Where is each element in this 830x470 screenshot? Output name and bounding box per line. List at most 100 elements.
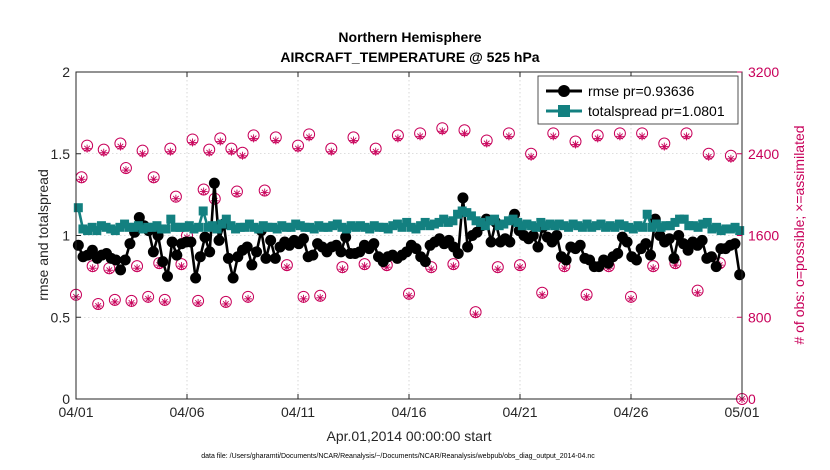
series-point-square bbox=[369, 221, 379, 231]
asterisk-stroke bbox=[694, 289, 701, 296]
obs-assimilated-point bbox=[726, 154, 735, 163]
series-point-circle bbox=[532, 241, 544, 253]
series-point-square bbox=[587, 222, 597, 232]
legend-totalspread-marker bbox=[558, 105, 570, 117]
series-point-square bbox=[517, 221, 527, 231]
series-point-square bbox=[712, 222, 722, 232]
obs-assimilated-point bbox=[560, 264, 569, 273]
series-point-square bbox=[661, 221, 671, 231]
asterisk-stroke bbox=[228, 148, 235, 155]
asterisk-stroke bbox=[416, 133, 424, 140]
obs-assimilated-point bbox=[188, 138, 197, 147]
legend-rmse-label: rmse pr=0.93636 bbox=[588, 83, 694, 99]
obs-assimilated-point bbox=[105, 266, 114, 275]
asterisk-stroke bbox=[95, 302, 102, 310]
series-point-square bbox=[550, 221, 560, 231]
series-point-circle bbox=[147, 246, 159, 258]
series-point-square bbox=[374, 222, 384, 232]
series-point-square bbox=[554, 219, 564, 229]
series-point-circle bbox=[265, 234, 277, 246]
asterisk-stroke bbox=[461, 130, 468, 137]
series-point-circle bbox=[115, 264, 127, 276]
series-point-circle bbox=[452, 247, 464, 259]
series-point-square bbox=[305, 222, 315, 232]
series-point-square bbox=[198, 206, 208, 216]
obs-assimilated-point bbox=[627, 294, 635, 303]
series-point-circle bbox=[190, 272, 202, 284]
obs-assimilated-point bbox=[144, 294, 153, 303]
series-point-square bbox=[152, 221, 162, 231]
series-point-square bbox=[383, 224, 393, 234]
series-point-circle bbox=[551, 230, 563, 241]
obs-count-markers bbox=[70, 122, 748, 405]
obs-assimilated-point bbox=[138, 149, 147, 158]
series-point-square bbox=[328, 221, 338, 231]
series-point-square bbox=[596, 219, 606, 229]
asterisk-stroke bbox=[150, 176, 157, 183]
obs-assimilated-point bbox=[593, 134, 602, 143]
series-point-square bbox=[388, 221, 398, 231]
asterisk-stroke bbox=[200, 188, 207, 195]
legend-rmse-marker bbox=[558, 85, 570, 97]
series-point-square bbox=[244, 219, 254, 229]
obs-assimilated-point bbox=[94, 302, 103, 311]
series-point-square bbox=[203, 222, 213, 232]
series-point-circle bbox=[119, 254, 131, 266]
series-point-circle bbox=[166, 236, 178, 248]
asterisk-stroke bbox=[561, 265, 568, 272]
series-point-square bbox=[573, 221, 583, 231]
series-point-circle bbox=[663, 233, 675, 245]
obs-assimilated-point bbox=[527, 152, 536, 161]
series-point-square bbox=[92, 226, 102, 236]
series-point-square bbox=[110, 226, 120, 236]
obs-assimilated-point bbox=[116, 142, 125, 151]
chart-subtitle: AIRCRAFT_TEMPERATURE @ 525 hPa bbox=[280, 49, 539, 65]
series-point-square bbox=[725, 224, 735, 234]
obs-assimilated-point bbox=[615, 132, 624, 141]
y-tick-label: 0 bbox=[62, 391, 70, 407]
asterisk-stroke bbox=[89, 265, 96, 272]
asterisk-stroke bbox=[261, 189, 268, 196]
asterisk-stroke bbox=[594, 135, 601, 142]
y2-tick-label: 2400 bbox=[748, 146, 779, 162]
series-point-circle bbox=[157, 256, 169, 268]
series-point-square bbox=[577, 222, 587, 232]
series-point-square bbox=[217, 219, 227, 229]
asterisk-stroke bbox=[189, 139, 196, 146]
asterisk-stroke bbox=[661, 143, 668, 150]
series-point-square bbox=[138, 224, 148, 234]
series-point-square bbox=[429, 219, 439, 229]
obs-assimilated-point bbox=[149, 175, 158, 184]
obs-assimilated-point bbox=[232, 189, 241, 198]
series-point-square bbox=[355, 221, 365, 231]
series-point-square bbox=[420, 217, 430, 227]
obs-assimilated-point bbox=[110, 297, 119, 306]
obs-assimilated-point bbox=[438, 127, 447, 136]
series-point-square bbox=[434, 217, 444, 227]
obs-assimilated-point bbox=[271, 136, 280, 145]
series-point-square bbox=[564, 222, 574, 232]
series-point-square bbox=[642, 209, 652, 219]
series-point-square bbox=[425, 221, 435, 231]
series-point-circle bbox=[630, 254, 642, 266]
obs-assimilated-point bbox=[682, 132, 691, 141]
asterisk-stroke bbox=[78, 176, 85, 183]
obs-assimilated-point bbox=[194, 298, 203, 307]
series-point-square bbox=[684, 221, 694, 231]
obs-assimilated-point bbox=[166, 147, 175, 156]
series-point-square bbox=[605, 221, 615, 231]
obs-assimilated-point bbox=[371, 147, 380, 156]
asterisk-stroke bbox=[516, 264, 524, 271]
series-point-circle bbox=[457, 192, 469, 204]
obs-assimilated-point bbox=[571, 140, 580, 149]
series-point-square bbox=[513, 217, 523, 227]
asterisk-stroke bbox=[172, 195, 180, 202]
series-point-circle bbox=[696, 234, 708, 246]
series-point-square bbox=[675, 214, 685, 224]
series-point-circle bbox=[110, 254, 122, 266]
obs-assimilated-point bbox=[199, 187, 208, 196]
obs-assimilated-point bbox=[504, 132, 513, 141]
obs-assimilated-point bbox=[327, 147, 336, 156]
series-point-square bbox=[494, 221, 504, 231]
asterisk-stroke bbox=[394, 135, 402, 142]
